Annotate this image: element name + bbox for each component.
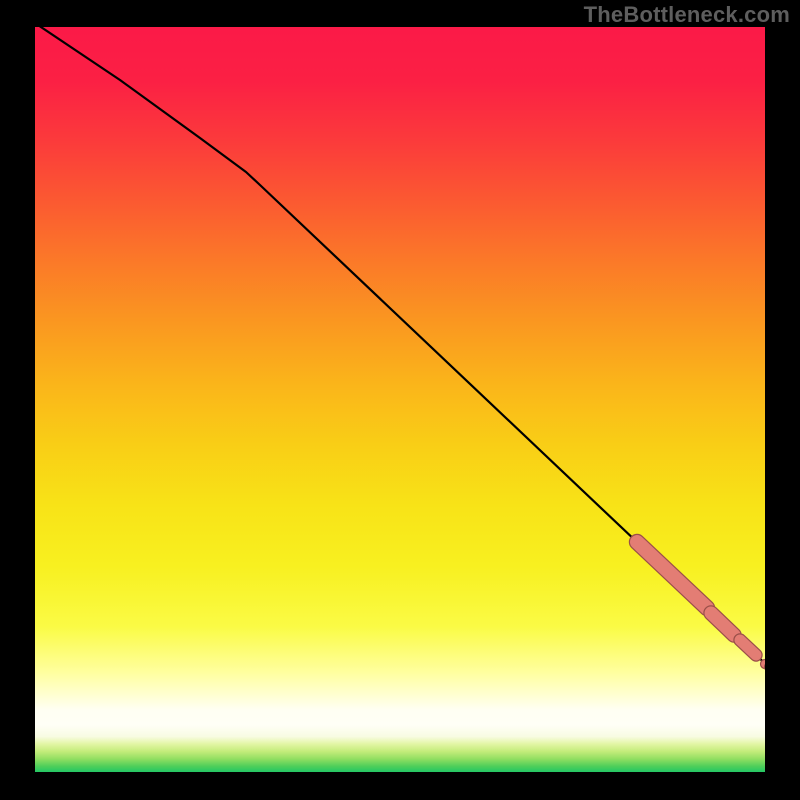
stage: TheBottleneck.com <box>0 0 800 800</box>
watermark-text: TheBottleneck.com <box>584 2 790 28</box>
gradient-background <box>29 21 771 778</box>
chart-svg <box>0 0 800 800</box>
